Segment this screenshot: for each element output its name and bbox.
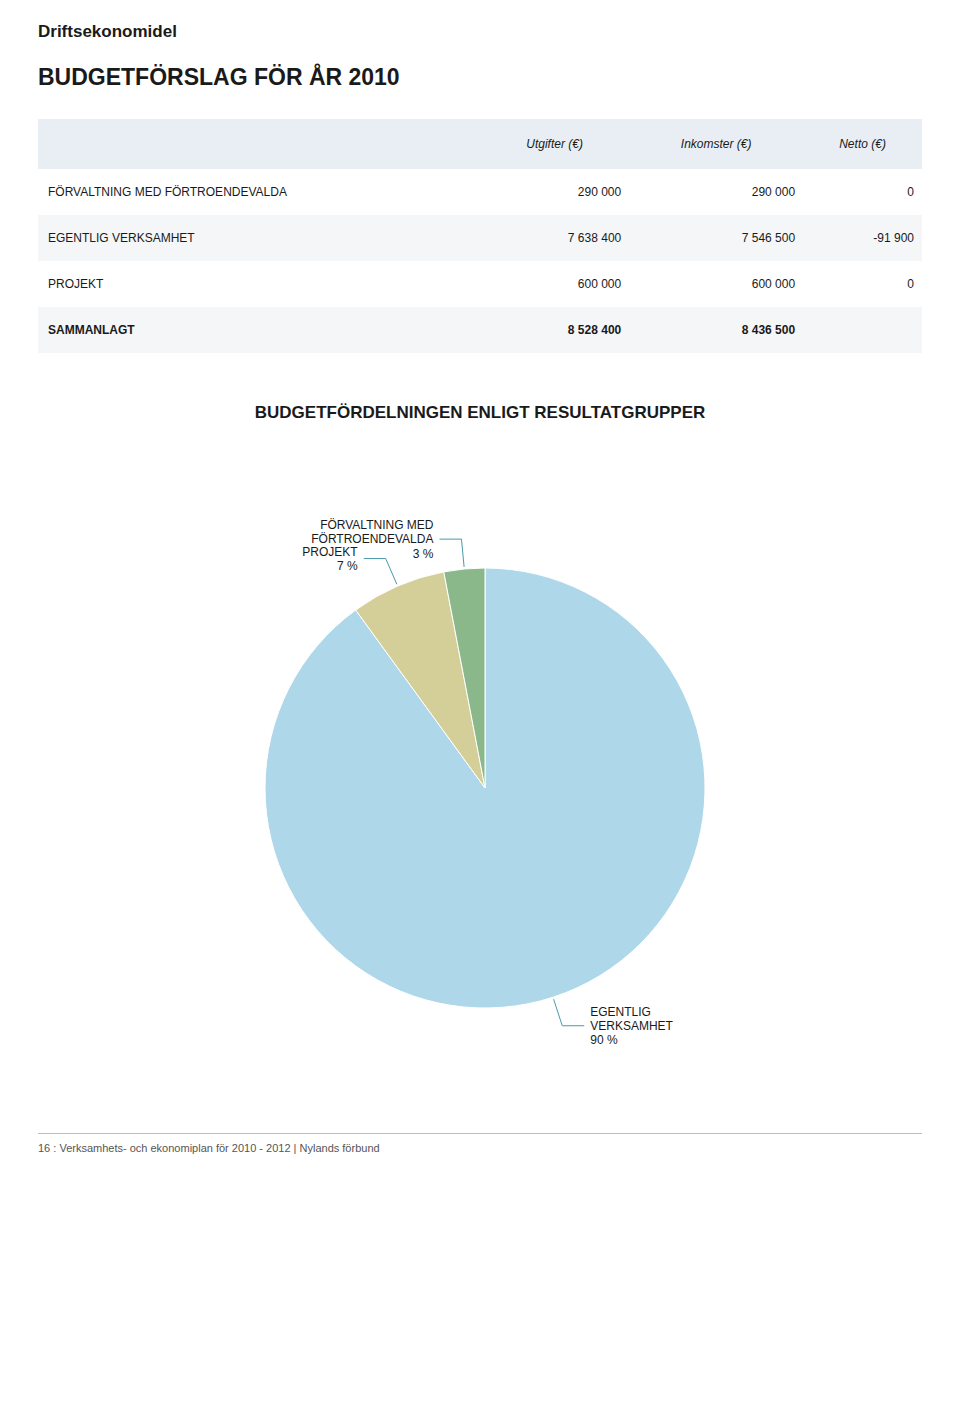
html-text:290 000: 290 000 (751, 185, 796, 199)
svg-text:FÖRVALTNING MEDFÖRTROENDEVALDA: FÖRVALTNING MEDFÖRTROENDEVALDA3 % (311, 518, 434, 561)
html-text:0: 0 (907, 185, 914, 199)
html-text:8 528 400: 8 528 400 (567, 323, 622, 337)
html-text:SAMMANLAGT: SAMMANLAGT (48, 323, 135, 337)
html-text:600 000: 600 000 (751, 277, 796, 291)
html-text:16 : Verksamhets- och ekonomip: 16 : Verksamhets- och ekonomiplan för 20… (38, 1142, 380, 1154)
svg-text:EGENTLIGVERKSAMHET90 %: EGENTLIGVERKSAMHET90 % (590, 1005, 673, 1048)
html-text:600 000: 600 000 (577, 277, 622, 291)
html-text:Utgifter (€): Utgifter (€) (526, 137, 583, 151)
html-text:FÖRVALTNING MED FÖRTROENDEVALD: FÖRVALTNING MED FÖRTROENDEVALDA (48, 185, 287, 199)
html-text:EGENTLIG VERKSAMHET: EGENTLIG VERKSAMHET (48, 231, 195, 245)
html-text:Netto (€): Netto (€) (839, 137, 886, 151)
html-text:BUDGETFÖRDELNINGEN ENLIGT RESU: BUDGETFÖRDELNINGEN ENLIGT RESULTATGRUPPE… (254, 403, 706, 422)
html-text:-91 900: -91 900 (873, 231, 914, 245)
html-text:8 436 500: 8 436 500 (741, 323, 796, 337)
html-text:Inkomster (€): Inkomster (€) (680, 137, 752, 151)
html-text:7 638 400: 7 638 400 (567, 231, 622, 245)
html-text:Driftsekonomidel: Driftsekonomidel (38, 22, 177, 41)
html-text:0: 0 (907, 277, 914, 291)
html-text:7 546 500: 7 546 500 (741, 231, 796, 245)
html-text:PROJEKT: PROJEKT (48, 277, 104, 291)
svg-text:PROJEKT7 %: PROJEKT7 % (302, 545, 358, 573)
html-text:BUDGETFÖRSLAG FÖR ÅR 2010: BUDGETFÖRSLAG FÖR ÅR 2010 (38, 64, 400, 90)
html-text:290 000: 290 000 (577, 185, 622, 199)
